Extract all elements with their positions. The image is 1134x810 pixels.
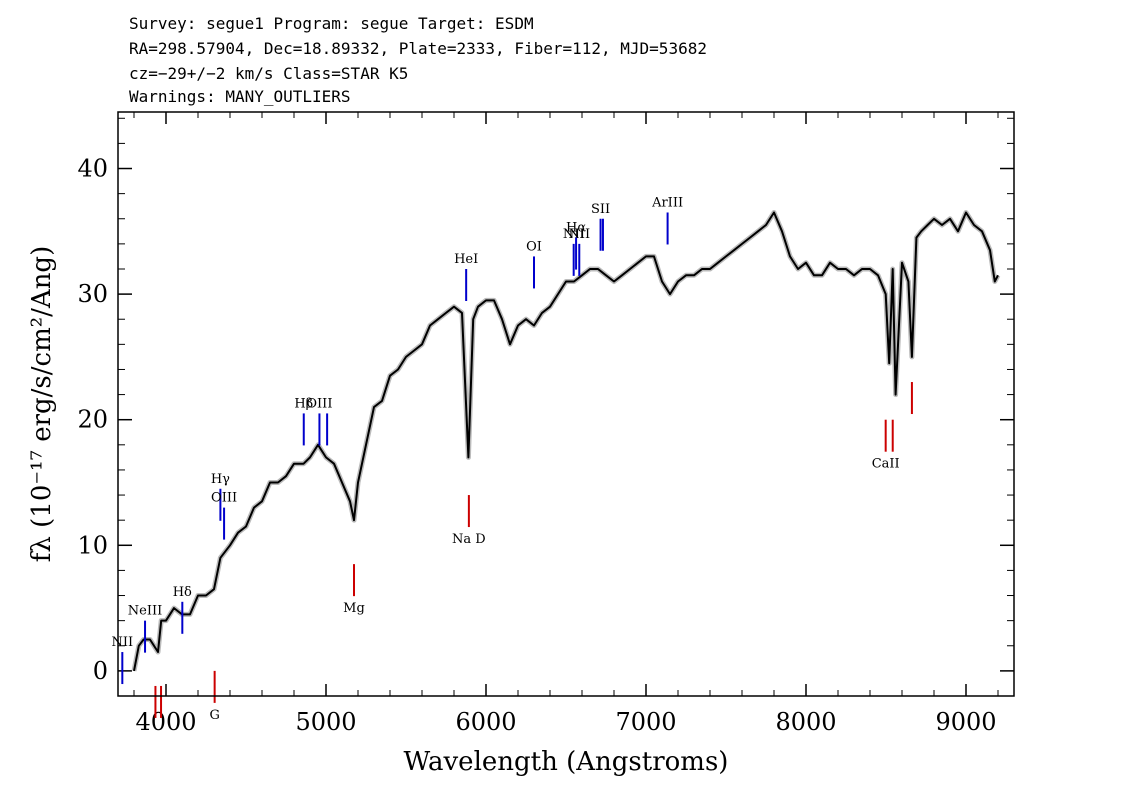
- y-tick-label: 40: [77, 155, 108, 183]
- y-tick-label: 10: [77, 531, 108, 559]
- header-line-3: cz=−29+/−2 km/s Class=STAR K5: [129, 64, 408, 83]
- y-tick-label: 20: [77, 406, 108, 434]
- line-marker-label: Mg: [343, 601, 365, 616]
- header-line-1: Survey: segue1 Program: segue Target: ES…: [129, 14, 534, 33]
- x-tick-label: 7000: [615, 708, 676, 736]
- line-marker-label: Na D: [452, 532, 486, 547]
- line-marker-label: G: [209, 708, 219, 723]
- line-marker-label: HeI: [454, 252, 478, 267]
- x-tick-label: 9000: [935, 708, 996, 736]
- header-line-2: RA=298.57904, Dec=18.89332, Plate=2333, …: [129, 39, 707, 58]
- line-marker-label: CaII: [872, 457, 900, 472]
- header-line-4: Warnings: MANY_OUTLIERS: [129, 87, 351, 106]
- x-tick-label: 8000: [775, 708, 836, 736]
- plot-frame: [117, 111, 1015, 697]
- y-tick-label: 30: [77, 280, 108, 308]
- line-marker-label: OI: [526, 239, 542, 254]
- line-marker-label: NII: [563, 227, 585, 242]
- line-marker-label: Hγ: [211, 472, 230, 487]
- x-tick-label: 4000: [135, 708, 196, 736]
- line-marker-label: OIII: [306, 396, 332, 411]
- line-marker-label: Hδ: [173, 585, 192, 600]
- line-marker-label: OIII: [211, 491, 237, 506]
- plot-area: 4000 5000 6000 7000 8000 9000 0 10 20 30 40 NII NeII…: [77, 112, 1014, 736]
- y-tick-label: 0: [93, 657, 108, 685]
- line-marker-label: NeIII: [128, 604, 162, 619]
- x-tick-label: 5000: [295, 708, 356, 736]
- spectrum-series-line: [133, 211, 999, 672]
- line-marker-label: Hβ: [294, 396, 313, 411]
- line-marker-label: ArIII: [651, 195, 683, 210]
- y-axis-title: fλ (10⁻¹⁷ erg/s/cm²/Ang): [27, 246, 57, 562]
- line-marker-label: Hα: [566, 221, 586, 236]
- line-marker-label: NII: [111, 635, 133, 650]
- x-tick-label: 6000: [455, 708, 516, 736]
- x-axis-title: Wavelength (Angstroms): [404, 747, 729, 777]
- line-marker-label: NII: [568, 227, 590, 242]
- line-marker-label: SII: [591, 202, 610, 217]
